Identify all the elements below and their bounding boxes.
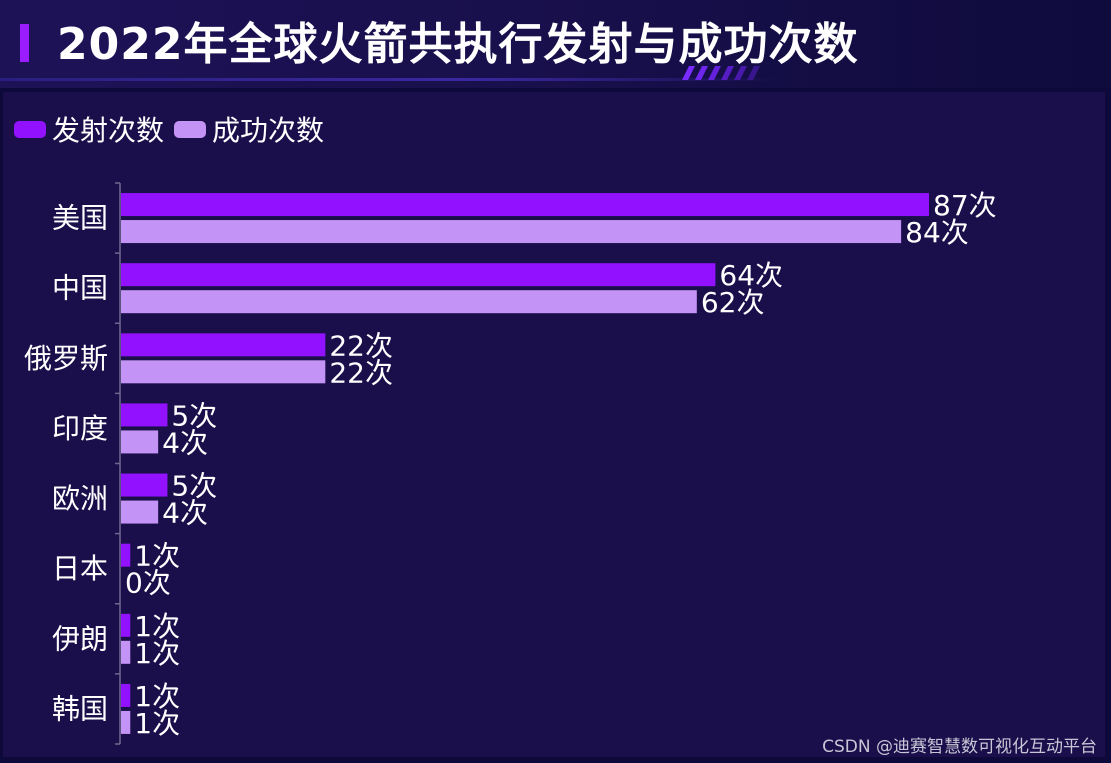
y-tick-label: 中国 xyxy=(52,272,108,305)
legend-swatch-launch xyxy=(14,120,46,138)
chart-legend: 发射次数 成功次数 xyxy=(14,109,334,149)
data-label-launch: 1次 xyxy=(134,680,180,713)
data-label-success: 1次 xyxy=(134,707,180,740)
bar-success xyxy=(121,710,131,734)
data-label-success: 4次 xyxy=(162,426,208,459)
legend-label-success: 成功次数 xyxy=(212,114,325,147)
data-label-launch: 22次 xyxy=(329,329,393,362)
data-label-success: 4次 xyxy=(162,497,208,530)
legend-swatch-success xyxy=(174,120,207,138)
y-tick-label: 俄罗斯 xyxy=(24,342,108,375)
page-title: 2022年全球火箭共执行发射与成功次数 xyxy=(57,19,859,70)
y-tick-label: 韩国 xyxy=(52,692,108,725)
data-label-launch: 64次 xyxy=(719,259,783,292)
bar-launch xyxy=(121,683,131,707)
bar-success xyxy=(121,430,159,454)
data-label-success: 84次 xyxy=(905,216,969,249)
legend-item-success[interactable]: 成功次数 xyxy=(174,109,324,149)
data-label-launch: 1次 xyxy=(134,540,180,573)
bar-launch xyxy=(121,403,168,427)
bar-success xyxy=(121,500,159,524)
data-label-success: 22次 xyxy=(329,356,393,389)
bar-success xyxy=(121,220,902,244)
y-tick-label: 美国 xyxy=(52,202,108,235)
header-divider xyxy=(0,78,780,81)
bar-success xyxy=(121,640,131,664)
legend-label-launch: 发射次数 xyxy=(52,114,165,147)
bar-launch xyxy=(121,543,131,567)
bar-launch xyxy=(121,263,716,287)
bar-success xyxy=(121,290,697,314)
bar-launch xyxy=(121,333,326,357)
data-label-success: 1次 xyxy=(134,637,180,670)
header-stripes-decoration xyxy=(682,66,760,80)
legend-item-launch[interactable]: 发射次数 xyxy=(14,109,164,149)
bar-launch xyxy=(121,613,131,637)
bar-success xyxy=(121,360,326,384)
data-label-success: 0次 xyxy=(125,567,171,600)
bar-launch xyxy=(121,193,929,217)
data-label-launch: 5次 xyxy=(171,470,217,503)
data-label-success: 62次 xyxy=(701,286,765,319)
watermark: CSDN @迪赛智慧数可视化互动平台 xyxy=(822,737,1097,757)
data-label-launch: 1次 xyxy=(134,610,180,643)
title-accent-bar xyxy=(20,24,29,62)
y-tick-label: 欧洲 xyxy=(52,482,108,515)
data-label-launch: 87次 xyxy=(933,189,997,222)
header: 2022年全球火箭共执行发射与成功次数 xyxy=(0,0,1111,88)
y-tick-label: 伊朗 xyxy=(52,622,108,655)
bar-launch xyxy=(121,473,168,497)
y-tick-label: 日本 xyxy=(52,552,108,585)
data-label-launch: 5次 xyxy=(171,399,217,432)
y-tick-label: 印度 xyxy=(52,412,108,445)
